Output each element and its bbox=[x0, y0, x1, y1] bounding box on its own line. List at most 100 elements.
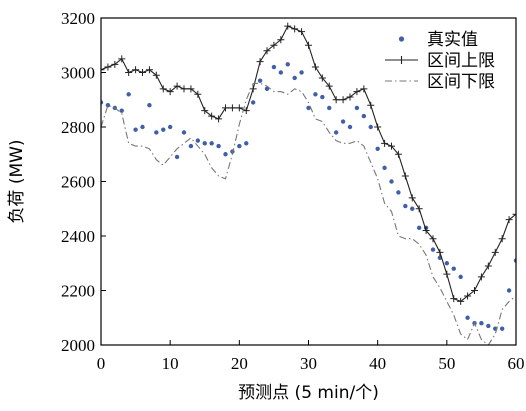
data-point-upper bbox=[332, 96, 340, 104]
data-point-upper bbox=[101, 66, 105, 74]
data-point-actual bbox=[320, 94, 325, 100]
data-point-upper bbox=[394, 150, 402, 158]
data-point-actual bbox=[354, 105, 360, 111]
data-point-upper bbox=[415, 205, 423, 213]
data-point-actual bbox=[410, 206, 415, 211]
data-point-actual bbox=[147, 103, 152, 108]
data-point-upper bbox=[505, 216, 513, 224]
data-point-actual bbox=[257, 78, 263, 83]
data-point-upper bbox=[346, 93, 354, 101]
legend-item-upper: 区间上限 bbox=[385, 51, 495, 71]
data-point-actual bbox=[278, 70, 284, 75]
data-point-actual bbox=[299, 70, 304, 75]
y-tick-label: 2400 bbox=[61, 227, 95, 246]
data-point-actual bbox=[244, 141, 249, 146]
x-axis-title: 预测点 (5 min/个) bbox=[238, 383, 379, 403]
series-line-lower bbox=[101, 82, 516, 345]
data-point-upper bbox=[284, 22, 292, 30]
data-point-actual bbox=[313, 92, 318, 97]
data-point-upper bbox=[512, 210, 516, 218]
data-point-upper bbox=[235, 104, 243, 112]
data-point-upper bbox=[477, 273, 485, 281]
x-tick-label: 30 bbox=[300, 354, 317, 373]
data-point-actual bbox=[375, 146, 380, 151]
legend-label-lower: 区间下限 bbox=[427, 72, 495, 92]
data-point-upper bbox=[242, 107, 250, 115]
data-point-upper bbox=[180, 85, 188, 93]
data-point-upper bbox=[228, 104, 236, 112]
data-point-upper bbox=[457, 297, 465, 305]
data-point-upper bbox=[111, 60, 119, 68]
legend-label-upper: 区间上限 bbox=[427, 51, 495, 71]
data-point-upper bbox=[450, 295, 458, 303]
data-point-upper bbox=[464, 292, 472, 300]
data-point-upper bbox=[166, 88, 174, 96]
data-point-upper bbox=[270, 41, 278, 49]
data-point-actual bbox=[340, 119, 346, 124]
data-point-actual bbox=[209, 141, 214, 146]
data-point-upper bbox=[104, 63, 112, 71]
y-tick-label: 3000 bbox=[61, 64, 95, 83]
x-tick-label: 10 bbox=[162, 354, 179, 373]
data-point-upper bbox=[263, 47, 271, 55]
data-point-upper bbox=[388, 142, 395, 150]
data-point-actual bbox=[465, 315, 470, 320]
data-point-upper bbox=[291, 25, 299, 33]
data-point-actual bbox=[133, 127, 138, 132]
data-point-actual bbox=[396, 190, 401, 195]
data-point-upper bbox=[139, 69, 146, 76]
legend: 真实值 区间上限 区间下限 bbox=[385, 30, 495, 92]
data-point-actual bbox=[154, 130, 159, 135]
data-point-upper bbox=[222, 104, 229, 112]
data-point-actual bbox=[327, 105, 332, 111]
x-tick-label: 40 bbox=[369, 354, 386, 373]
data-point-actual bbox=[389, 179, 394, 184]
data-point-actual bbox=[223, 152, 228, 157]
data-point-upper bbox=[215, 115, 223, 123]
data-point-actual bbox=[271, 64, 277, 70]
data-point-actual bbox=[167, 124, 173, 130]
data-point-upper bbox=[159, 85, 167, 93]
data-point-actual bbox=[306, 105, 311, 111]
data-point-actual bbox=[416, 225, 422, 231]
data-point-upper bbox=[436, 248, 444, 256]
data-point-upper bbox=[429, 235, 437, 243]
data-point-actual bbox=[237, 143, 242, 149]
data-point-upper bbox=[152, 71, 160, 79]
data-point-actual bbox=[451, 266, 456, 271]
y-tick-label: 2000 bbox=[61, 336, 95, 355]
data-point-upper bbox=[311, 63, 319, 71]
data-point-upper bbox=[118, 55, 126, 63]
data-point-upper bbox=[491, 248, 499, 256]
data-point-upper bbox=[187, 85, 195, 93]
data-point-actual bbox=[506, 288, 512, 293]
data-point-upper bbox=[194, 90, 202, 98]
data-point-actual bbox=[444, 261, 450, 266]
data-point-actual bbox=[368, 124, 373, 130]
y-axis-title: 负荷 (MW) bbox=[7, 139, 27, 223]
data-point-upper bbox=[443, 270, 451, 278]
data-point-actual bbox=[403, 203, 408, 209]
data-point-upper bbox=[374, 123, 382, 131]
data-point-upper bbox=[471, 287, 478, 294]
data-point-actual bbox=[188, 143, 194, 149]
data-point-actual bbox=[361, 113, 367, 119]
data-point-actual bbox=[499, 326, 505, 331]
data-point-upper bbox=[298, 28, 306, 36]
y-tick-label: 2600 bbox=[61, 173, 95, 192]
plot-area bbox=[101, 22, 516, 345]
data-point-upper bbox=[381, 139, 389, 147]
data-point-upper bbox=[173, 82, 181, 90]
data-point-actual bbox=[195, 138, 201, 143]
data-point-upper bbox=[325, 82, 333, 90]
data-point-actual bbox=[202, 141, 207, 146]
data-point-actual bbox=[119, 108, 124, 113]
data-point-upper bbox=[353, 88, 361, 96]
data-point-actual bbox=[382, 165, 387, 171]
data-point-upper bbox=[208, 112, 216, 120]
data-point-upper bbox=[145, 66, 153, 74]
legend-label-actual: 真实值 bbox=[427, 30, 478, 50]
legend-marker-actual bbox=[398, 36, 405, 42]
data-point-upper bbox=[422, 227, 430, 235]
